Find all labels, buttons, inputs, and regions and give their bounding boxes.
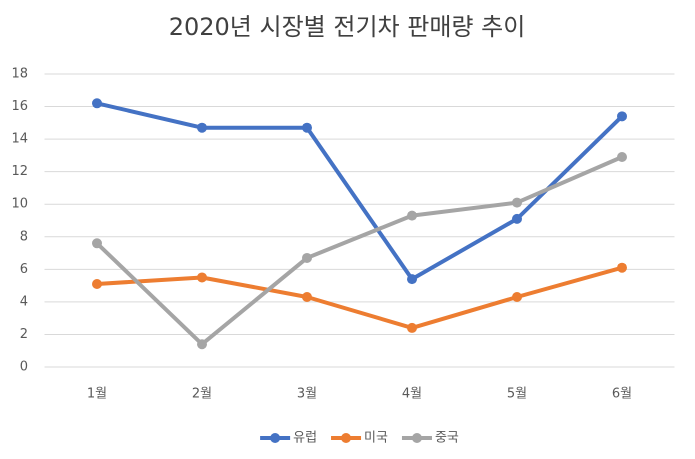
series-line (95, 265, 624, 330)
data-point (512, 292, 522, 303)
legend-label: 미국 (364, 431, 388, 446)
legend-swatch-marker (341, 433, 352, 443)
chart-title: 2020년 시장별 전기차 판매량 추이 (169, 13, 526, 41)
data-point (407, 274, 417, 285)
series-line (95, 101, 624, 282)
x-tick-label: 6월 (612, 387, 632, 402)
data-point (92, 98, 102, 109)
legend-swatch-marker (270, 433, 281, 443)
data-point (302, 292, 312, 303)
x-tick-label: 2월 (192, 387, 212, 402)
legend-swatch-marker (411, 433, 422, 443)
x-tick-label: 5월 (507, 387, 527, 402)
data-point (407, 322, 417, 333)
y-tick-label: 6 (20, 262, 28, 277)
x-tick-label: 1월 (87, 387, 107, 402)
data-point (617, 262, 627, 273)
x-tick-label: 3월 (297, 387, 317, 402)
data-point (302, 122, 312, 133)
y-tick-label: 0 (20, 360, 28, 375)
data-point (197, 272, 207, 283)
legend: 유럽 미국 중국 (260, 431, 459, 446)
y-tick-label: 18 (11, 67, 28, 82)
y-tick-label: 8 (20, 229, 28, 244)
legend-label: 유럽 (293, 431, 317, 446)
data-point (512, 197, 522, 208)
y-tick-label: 4 (20, 294, 28, 309)
data-point (197, 122, 207, 133)
data-point (407, 210, 417, 221)
data-point (92, 238, 102, 249)
y-tick-label: 12 (11, 164, 28, 179)
legend-label: 중국 (435, 431, 459, 446)
data-point (197, 339, 207, 350)
y-tick-label: 10 (11, 197, 28, 212)
x-tick-label: 4월 (402, 387, 422, 402)
data-point (92, 278, 102, 289)
y-tick-label: 2 (20, 327, 28, 342)
data-point (617, 152, 627, 163)
y-tick-label: 16 (11, 99, 28, 114)
y-tick-label: 14 (11, 132, 28, 147)
data-point (617, 111, 627, 122)
data-point (302, 252, 312, 263)
data-point (512, 213, 522, 224)
series-line (95, 155, 624, 347)
